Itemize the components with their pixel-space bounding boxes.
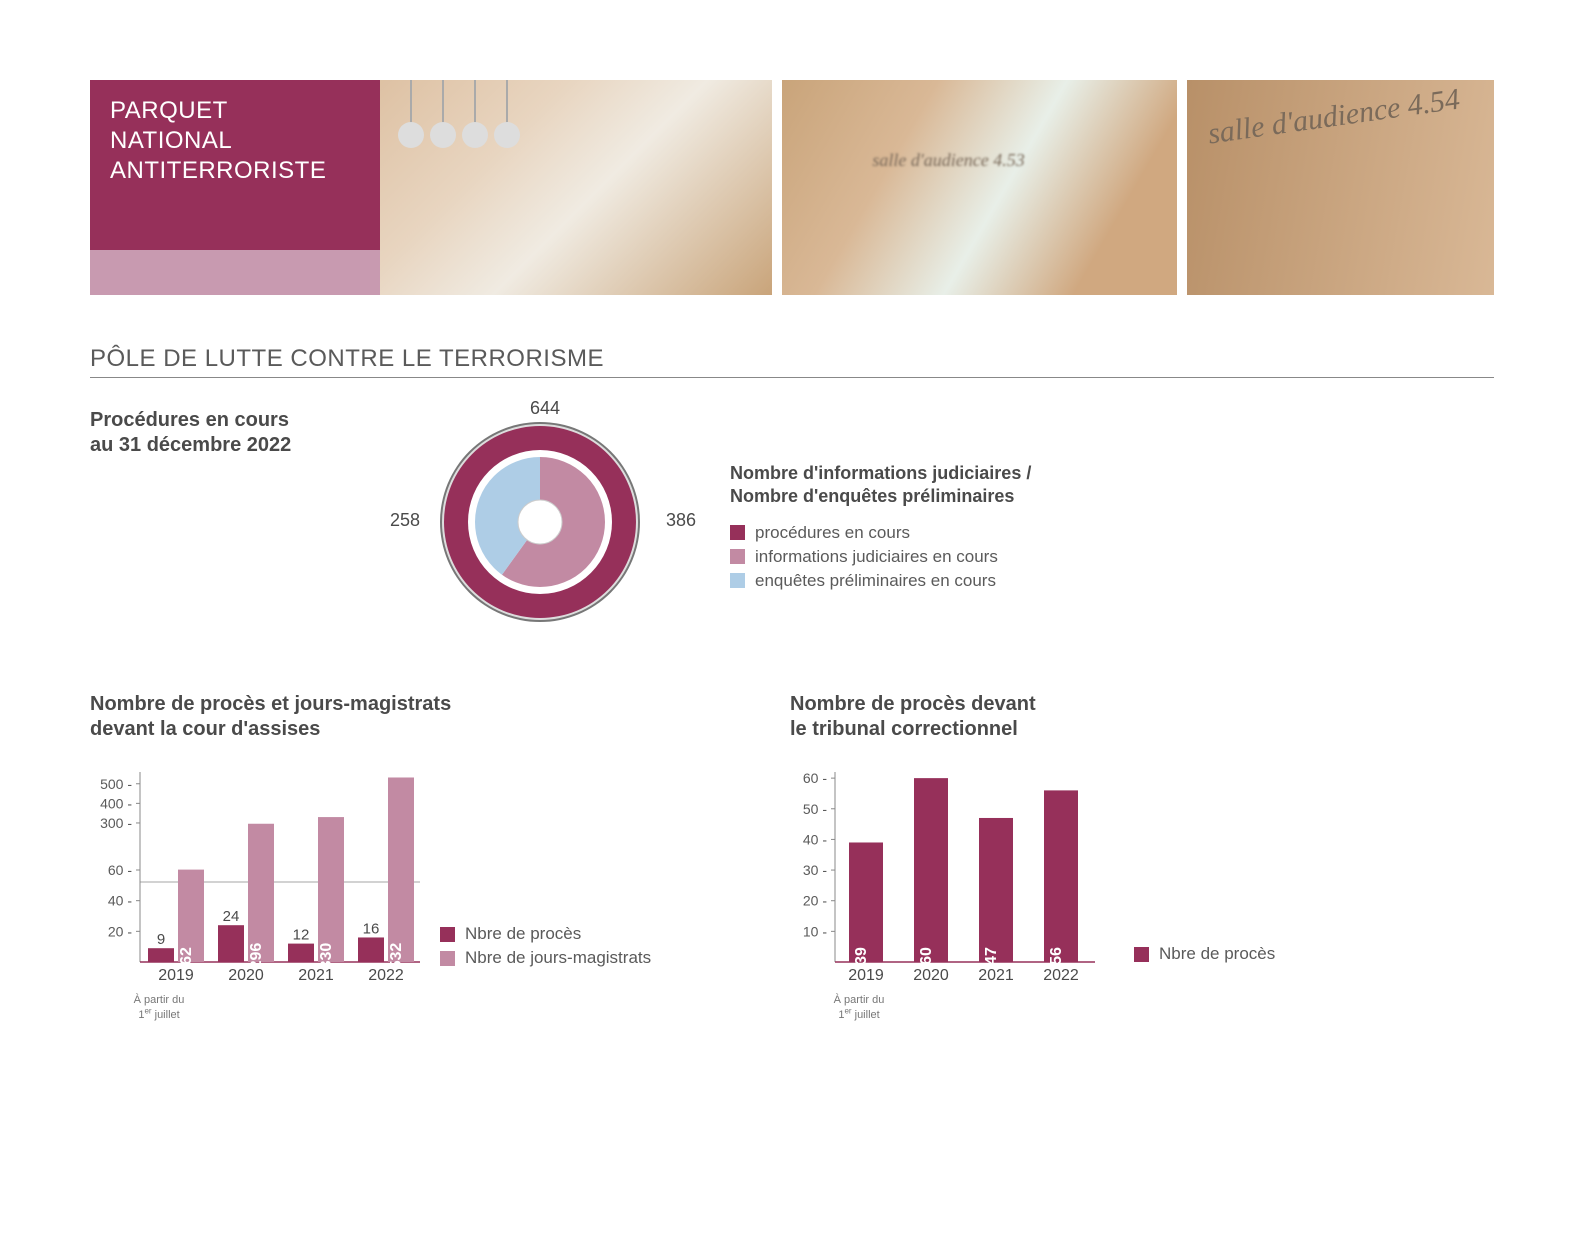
svg-text:40 -: 40 - — [803, 831, 827, 847]
legend-swatch — [730, 573, 745, 588]
header-banner: salle d'audience 4.53 salle d'audience 4… — [90, 80, 1494, 295]
chart-assises: Nombre de procès et jours-magistrats dev… — [90, 692, 730, 1022]
svg-text:500 -: 500 - — [100, 776, 132, 792]
legend-label: informations judiciaires en cours — [755, 547, 998, 567]
header-photo-strip: salle d'audience 4.53 salle d'audience 4… — [290, 80, 1494, 295]
legend-label: enquêtes préliminaires en cours — [755, 571, 996, 591]
donut-title-line2: au 31 décembre 2022 — [90, 434, 291, 456]
svg-text:330: 330 — [318, 943, 335, 970]
donut-legend-title: Nombre d'informations judiciaires / Nomb… — [730, 462, 1494, 509]
svg-text:62: 62 — [178, 947, 195, 965]
photo-3-sign: salle d'audience 4.54 — [1206, 83, 1462, 152]
svg-text:2019: 2019 — [158, 967, 194, 984]
legend-label: procédures en cours — [755, 523, 910, 543]
header-title-block: PARQUET NATIONAL ANTITERRORISTE — [90, 80, 380, 250]
donut-left-title: Procédures en cours au 31 décembre 2022 — [90, 402, 350, 458]
svg-text:50 -: 50 - — [803, 801, 827, 817]
svg-text:296: 296 — [248, 943, 265, 970]
legend-label: Nbre de jours-magistrats — [465, 948, 651, 968]
legend-swatch — [730, 549, 745, 564]
section-title: PÔLE DE LUTTE CONTRE LE TERRORISME — [90, 345, 1494, 378]
chart2-svg: 10 - 20 - 30 - 40 - 50 - 60 - 39 2019 60 2020 47 20… — [790, 762, 1110, 992]
donut-chart: 644 386 258 — [390, 402, 690, 632]
charts-row: Nombre de procès et jours-magistrats dev… — [90, 692, 1494, 1022]
donut-label-total: 644 — [530, 398, 560, 419]
photo-2-sign: salle d'audience 4.53 — [872, 150, 1024, 171]
svg-text:39: 39 — [853, 947, 870, 965]
svg-text:60 -: 60 - — [108, 862, 132, 878]
chart2-legend: Nbre de procès — [1110, 944, 1275, 992]
chart2-footnote: À partir du 1er juillet — [824, 994, 894, 1022]
header-photo-2: salle d'audience 4.53 — [782, 80, 1177, 295]
svg-text:40 -: 40 - — [108, 893, 132, 909]
svg-text:12: 12 — [293, 927, 310, 944]
svg-text:9: 9 — [157, 931, 165, 948]
svg-text:2021: 2021 — [298, 967, 334, 984]
chart1-legend: Nbre de procès Nbre de jours-magistrats — [430, 924, 651, 992]
svg-text:16: 16 — [363, 920, 380, 937]
svg-text:2019: 2019 — [848, 967, 884, 984]
donut-legend-item: enquêtes préliminaires en cours — [730, 571, 1494, 591]
legend-swatch — [440, 951, 455, 966]
legend-swatch — [440, 927, 455, 942]
legend-label: Nbre de procès — [465, 924, 581, 944]
chart1-legend-item: Nbre de procès — [440, 924, 651, 944]
chart2-legend-item: Nbre de procès — [1134, 944, 1275, 964]
donut-legend-item: procédures en cours — [730, 523, 1494, 543]
svg-text:532: 532 — [388, 943, 405, 970]
chart1-title: Nombre de procès et jours-magistrats dev… — [90, 692, 730, 742]
donut-row: Procédures en cours au 31 décembre 2022 … — [90, 402, 1494, 632]
svg-text:400 -: 400 - — [100, 795, 132, 811]
svg-text:24: 24 — [223, 908, 240, 925]
svg-text:2022: 2022 — [368, 967, 404, 984]
svg-text:10 -: 10 - — [803, 923, 827, 939]
donut-label-slice-a: 386 — [666, 510, 696, 531]
svg-text:300 -: 300 - — [100, 815, 132, 831]
donut-svg — [390, 402, 690, 632]
legend-label: Nbre de procès — [1159, 944, 1275, 964]
svg-text:60 -: 60 - — [803, 770, 827, 786]
svg-text:20 -: 20 - — [108, 923, 132, 939]
donut-legend-item: informations judiciaires en cours — [730, 547, 1494, 567]
svg-text:20 -: 20 - — [803, 893, 827, 909]
svg-text:2022: 2022 — [1043, 967, 1079, 984]
header-title-line1: PARQUET — [110, 96, 360, 126]
svg-text:2021: 2021 — [978, 967, 1014, 984]
donut-title-line1: Procédures en cours — [90, 409, 289, 431]
svg-text:2020: 2020 — [913, 967, 949, 984]
header-title-line3: ANTITERRORISTE — [110, 156, 360, 186]
chart-correctionnel: Nombre de procès devant le tribunal corr… — [790, 692, 1350, 1022]
svg-text:2020: 2020 — [228, 967, 264, 984]
svg-text:60: 60 — [918, 947, 935, 965]
chart1-legend-item: Nbre de jours-magistrats — [440, 948, 651, 968]
legend-swatch — [730, 525, 745, 540]
chart1-footnote: À partir du 1er juillet — [124, 994, 194, 1022]
donut-label-slice-b: 258 — [390, 510, 420, 531]
header-title-line2: NATIONAL — [110, 126, 360, 156]
legend-swatch — [1134, 947, 1149, 962]
svg-text:47: 47 — [983, 947, 1000, 965]
donut-legend: Nombre d'informations judiciaires / Nomb… — [730, 402, 1494, 595]
header-accent-bar — [90, 250, 380, 295]
header-photo-3: salle d'audience 4.54 — [1187, 80, 1494, 295]
chart1-svg: 20 -40 -60 -300 -400 -500 -9622019242962… — [90, 762, 430, 992]
chart2-title: Nombre de procès devant le tribunal corr… — [790, 692, 1350, 742]
svg-text:30 -: 30 - — [803, 862, 827, 878]
svg-text:56: 56 — [1048, 947, 1065, 965]
